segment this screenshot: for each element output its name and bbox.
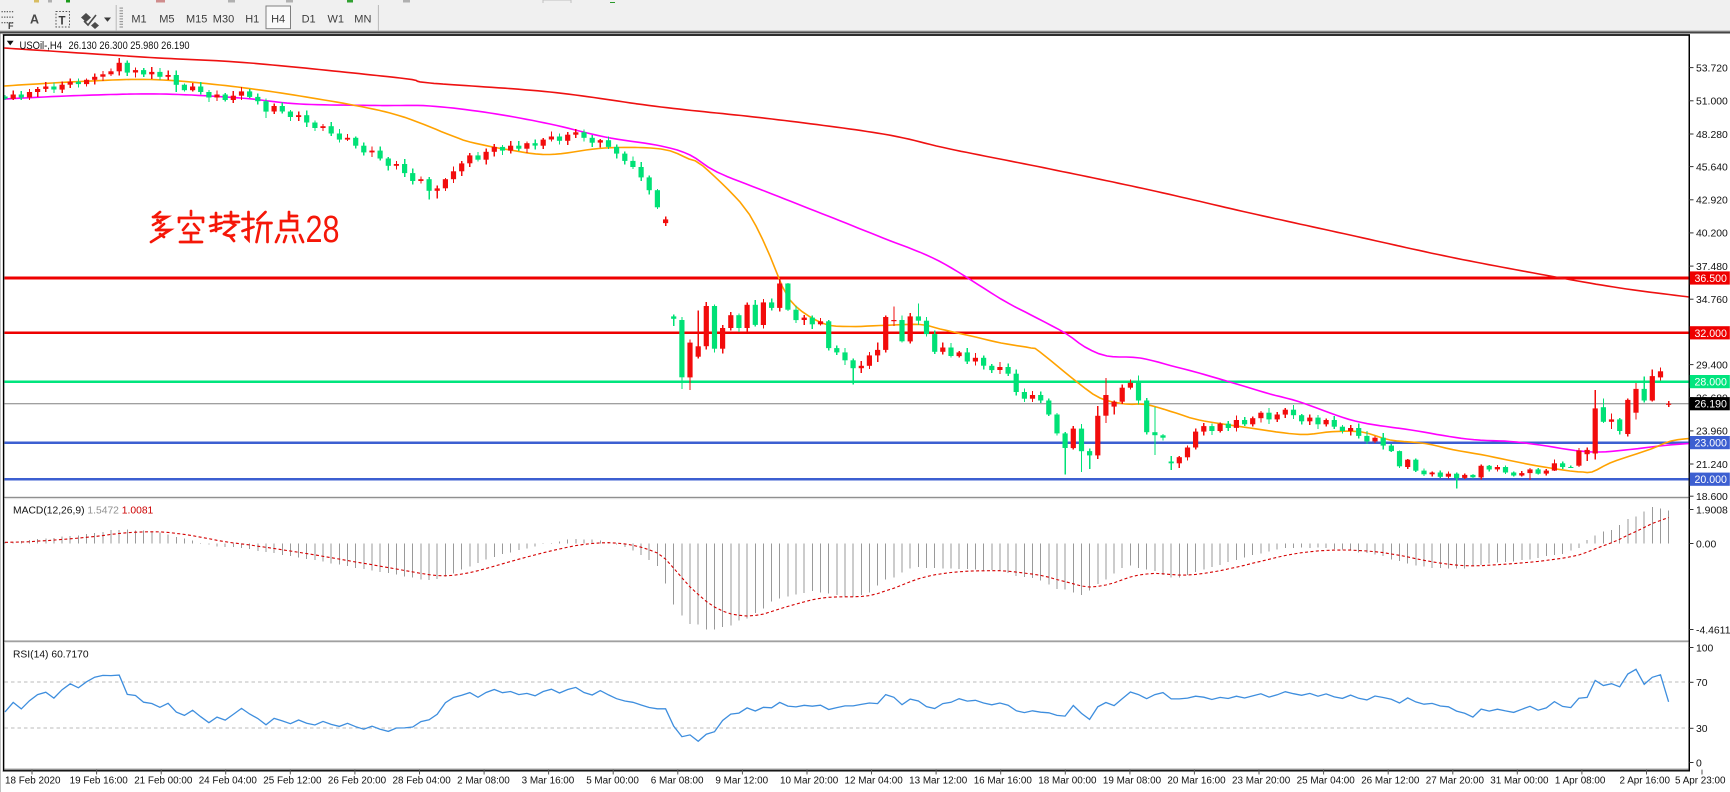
svg-text:6 Mar 08:00: 6 Mar 08:00	[651, 776, 704, 787]
svg-text:18 Feb 2020: 18 Feb 2020	[5, 776, 61, 787]
svg-text:32.000: 32.000	[1695, 328, 1728, 340]
svg-text:T: T	[59, 16, 66, 28]
svg-text:25 Mar 04:00: 25 Mar 04:00	[1297, 776, 1356, 787]
svg-text:42.920: 42.920	[1696, 196, 1728, 207]
svg-text:16 Mar 16:00: 16 Mar 16:00	[974, 776, 1033, 787]
svg-text:28.000: 28.000	[1695, 377, 1728, 389]
svg-text:D1: D1	[302, 14, 316, 26]
svg-text:18 Mar 00:00: 18 Mar 00:00	[1038, 776, 1097, 787]
svg-text:34.760: 34.760	[1696, 295, 1728, 306]
svg-text:1.9008: 1.9008	[1696, 505, 1728, 516]
svg-text:25 Feb 12:00: 25 Feb 12:00	[263, 776, 322, 787]
svg-text:100: 100	[1696, 643, 1714, 654]
svg-text:26 Feb 20:00: 26 Feb 20:00	[328, 776, 387, 787]
svg-text:26.130 26.300 25.980 26.190: 26.130 26.300 25.980 26.190	[69, 40, 190, 52]
svg-text:RSI(14) 60.7170: RSI(14) 60.7170	[13, 650, 89, 661]
svg-text:10 Mar 20:00: 10 Mar 20:00	[780, 776, 839, 787]
svg-text:26.190: 26.190	[1695, 399, 1728, 411]
svg-text:18.600: 18.600	[1696, 492, 1728, 503]
svg-text:19 Mar 08:00: 19 Mar 08:00	[1103, 776, 1162, 787]
svg-text:26 Mar 12:00: 26 Mar 12:00	[1361, 776, 1420, 787]
svg-text:45.640: 45.640	[1696, 162, 1728, 173]
svg-text:2 Apr 16:00: 2 Apr 16:00	[1620, 776, 1671, 787]
svg-text:20 Mar 16:00: 20 Mar 16:00	[1167, 776, 1226, 787]
svg-text:5 Apr 23:00: 5 Apr 23:00	[1675, 776, 1726, 787]
svg-text:19 Feb 16:00: 19 Feb 16:00	[70, 776, 129, 787]
svg-text:29.400: 29.400	[1696, 360, 1728, 371]
svg-text:2 Mar 08:00: 2 Mar 08:00	[457, 776, 510, 787]
svg-text:M15: M15	[186, 14, 207, 26]
svg-text:23 Mar 20:00: 23 Mar 20:00	[1232, 776, 1291, 787]
svg-text:MACD(12,26,9) 1.5472 1.0081: MACD(12,26,9) 1.5472 1.0081	[13, 506, 154, 517]
svg-text:9 Mar 12:00: 9 Mar 12:00	[715, 776, 768, 787]
svg-text:USOil-,H4: USOil-,H4	[20, 40, 63, 52]
svg-text:23.000: 23.000	[1695, 438, 1728, 450]
svg-text:30: 30	[1696, 724, 1708, 735]
svg-text:3 Mar 16:00: 3 Mar 16:00	[522, 776, 575, 787]
svg-text:1 Apr 08:00: 1 Apr 08:00	[1555, 776, 1606, 787]
svg-text:M1: M1	[131, 14, 146, 26]
svg-text:28 Feb 04:00: 28 Feb 04:00	[393, 776, 452, 787]
svg-text:W1: W1	[328, 14, 345, 26]
svg-text:21.240: 21.240	[1696, 460, 1728, 471]
svg-text:70: 70	[1696, 678, 1708, 689]
svg-text:H1: H1	[245, 14, 259, 26]
svg-text:36.500: 36.500	[1695, 273, 1728, 285]
svg-text:48.280: 48.280	[1696, 130, 1728, 141]
svg-text:13 Mar 12:00: 13 Mar 12:00	[909, 776, 968, 787]
svg-text:53.720: 53.720	[1696, 63, 1728, 74]
svg-text:20.000: 20.000	[1695, 474, 1728, 486]
svg-text:MN: MN	[354, 14, 371, 26]
svg-text:0.00: 0.00	[1696, 539, 1716, 550]
svg-text:M30: M30	[213, 14, 234, 26]
svg-text:37.480: 37.480	[1696, 262, 1728, 273]
svg-text:0: 0	[1696, 758, 1702, 769]
svg-text:31 Mar 00:00: 31 Mar 00:00	[1490, 776, 1549, 787]
svg-text:F: F	[8, 21, 14, 31]
svg-text:21 Feb 00:00: 21 Feb 00:00	[134, 776, 193, 787]
svg-text:12 Mar 04:00: 12 Mar 04:00	[845, 776, 904, 787]
svg-text:28: 28	[306, 209, 340, 251]
svg-text:24 Feb 04:00: 24 Feb 04:00	[199, 776, 258, 787]
svg-text:-4.4611: -4.4611	[1696, 625, 1730, 636]
svg-text:51.000: 51.000	[1696, 97, 1728, 108]
svg-text:M5: M5	[159, 14, 174, 26]
svg-text:H4: H4	[271, 14, 285, 26]
svg-text:27 Mar 20:00: 27 Mar 20:00	[1426, 776, 1485, 787]
svg-text:5 Mar 00:00: 5 Mar 00:00	[586, 776, 639, 787]
svg-text:A: A	[30, 13, 39, 27]
svg-text:23.960: 23.960	[1696, 427, 1728, 438]
svg-text:40.200: 40.200	[1696, 229, 1728, 240]
